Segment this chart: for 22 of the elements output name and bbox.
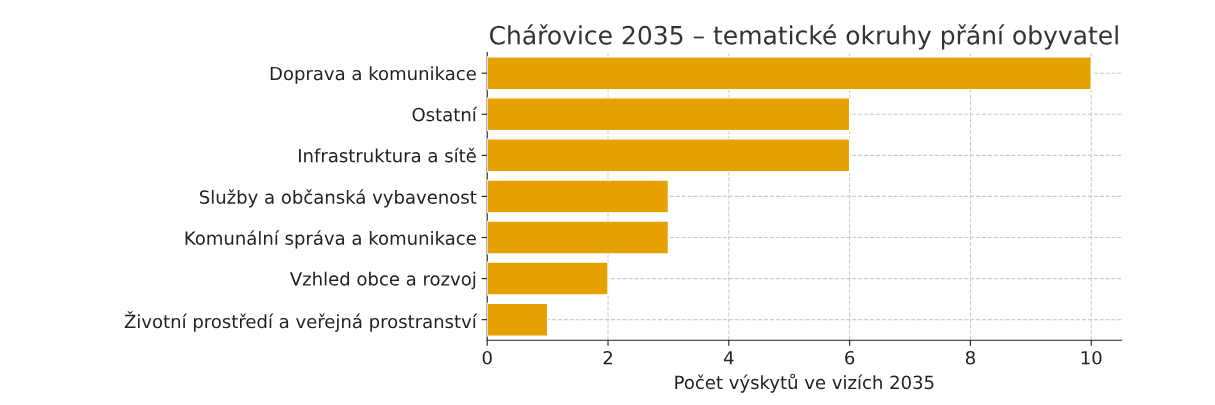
x-tick-label: 0 xyxy=(482,350,492,365)
y-tick-label: Doprava a komunikace xyxy=(270,66,476,84)
bar xyxy=(487,220,670,255)
y-tick-label: Komunální správa a komunikace xyxy=(185,230,476,249)
x-tick-label: 10 xyxy=(1081,350,1102,365)
y-tick-label: Služby a občanská vybavenost xyxy=(199,189,477,208)
chart-title: Chářovice 2035 – tematické okruhy přání obyvatel xyxy=(489,24,1118,50)
x-tick-label: 4 xyxy=(723,351,734,365)
bar xyxy=(487,56,1092,91)
bar xyxy=(487,302,549,337)
y-tick-label: Vzhled obce a rozvoj xyxy=(289,271,476,290)
bar xyxy=(487,179,670,214)
bar xyxy=(487,261,609,296)
y-tick-label: Životní prostředí a veřejná prostranství xyxy=(124,311,478,332)
x-tick-label: 2 xyxy=(603,350,612,365)
bar xyxy=(487,138,851,173)
x-tick-label: 8 xyxy=(965,350,975,365)
y-tick-label: Ostatní xyxy=(412,106,478,122)
x-tick-label: 6 xyxy=(845,350,855,365)
bar xyxy=(487,97,851,132)
x-axis-title: Počet výskytů ve vizích 2035 xyxy=(675,373,934,393)
y-tick-label: Infrastruktura a sítě xyxy=(298,147,476,163)
